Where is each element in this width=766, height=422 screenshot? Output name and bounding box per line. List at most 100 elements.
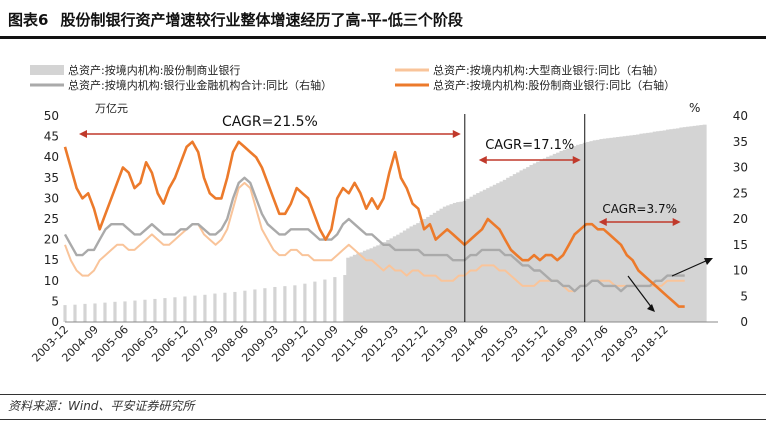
- bar: [293, 285, 297, 322]
- right-tick-label: 40: [733, 109, 748, 123]
- chart-area: 总资产:按境内机构:股份制商业银行 总资产:按境内机构:大型商业银行:同比（右轴）…: [29, 63, 748, 365]
- bar: [429, 214, 434, 322]
- arrow-head-right: [452, 130, 461, 138]
- bar: [333, 277, 337, 322]
- bar: [263, 288, 267, 322]
- bar: [659, 130, 664, 322]
- cagr-label: CAGR=17.1%: [485, 138, 574, 153]
- bar: [589, 141, 594, 322]
- bar: [183, 296, 187, 322]
- bar: [449, 204, 454, 322]
- bar: [569, 147, 574, 322]
- left-axis-unit: 万亿元: [95, 102, 128, 115]
- arrow-head-left: [598, 218, 607, 226]
- bar: [512, 174, 517, 322]
- bar: [549, 155, 554, 322]
- right-tick-label: 15: [733, 238, 748, 252]
- bar: [352, 254, 357, 322]
- series-line-orange: [63, 140, 685, 308]
- legend-label: 总资产:按境内机构:股份制商业银行:同比（右轴）: [433, 78, 675, 92]
- legend-label: 总资产:按境内机构:大型商业银行:同比（右轴）: [433, 63, 664, 77]
- bar: [669, 129, 674, 322]
- bar: [213, 293, 217, 322]
- bar: [439, 208, 444, 322]
- bar: [123, 301, 127, 322]
- footer-rule: [0, 394, 766, 395]
- bar: [642, 133, 647, 322]
- bar: [366, 249, 371, 322]
- bar: [629, 135, 634, 322]
- bar: [476, 193, 481, 322]
- bar: [619, 136, 624, 322]
- bar: [133, 300, 137, 322]
- bar: [426, 216, 431, 322]
- bar: [362, 250, 367, 322]
- bar: [419, 221, 424, 322]
- bar: [409, 226, 414, 322]
- bar: [346, 257, 351, 322]
- bar: [143, 299, 147, 322]
- bar: [542, 158, 547, 322]
- legend-swatch-bar: [30, 65, 64, 75]
- trend-arrow-up: [671, 259, 709, 277]
- bar: [283, 286, 287, 322]
- bar: [432, 212, 437, 322]
- bar: [93, 303, 97, 322]
- bar: [656, 131, 660, 322]
- bar: [349, 256, 354, 322]
- cagr-label: CAGR=21.5%: [222, 114, 318, 130]
- trend-arrow-down: [627, 275, 653, 309]
- bar: [233, 291, 237, 322]
- bar: [416, 223, 421, 322]
- figure-title: 图表6 股份制银行资产增速较行业整体增速经历了高-平-低三个阶段: [8, 9, 463, 30]
- right-tick-label: 0: [740, 315, 748, 329]
- bar: [382, 242, 387, 322]
- bar: [516, 172, 521, 322]
- bar: [469, 196, 474, 322]
- bar: [456, 202, 461, 322]
- bar: [616, 137, 621, 322]
- bar: [566, 148, 571, 322]
- arrow-head-right: [672, 218, 681, 226]
- bar: [422, 219, 427, 322]
- bar: [396, 234, 401, 322]
- right-tick-label: 30: [733, 161, 748, 175]
- bar: [313, 281, 317, 322]
- bar: [163, 298, 167, 322]
- cagr-label: CAGR=3.7%: [602, 202, 677, 216]
- bar: [689, 126, 694, 322]
- bar: [609, 137, 614, 322]
- bar: [389, 238, 394, 322]
- bar: [153, 298, 157, 322]
- bar: [479, 191, 484, 322]
- bar: [173, 297, 177, 322]
- bar: [546, 156, 551, 322]
- figure-title-text: 股份制银行资产增速较行业整体增速经历了高-平-低三个阶段: [60, 11, 463, 29]
- bar: [412, 224, 417, 322]
- bar: [113, 301, 117, 322]
- bar: [356, 253, 361, 322]
- bar: [472, 194, 477, 322]
- left-tick-label: 10: [44, 274, 59, 288]
- arrow-head-right: [572, 156, 581, 164]
- right-tick-label: 10: [733, 264, 748, 278]
- bar: [63, 305, 67, 322]
- bar: [203, 294, 207, 322]
- bar: [592, 140, 597, 322]
- bar: [83, 303, 87, 322]
- bar: [676, 128, 680, 322]
- bar: [632, 134, 637, 322]
- bar: [626, 135, 631, 322]
- bar: [692, 125, 697, 322]
- right-tick-label: 25: [733, 186, 748, 200]
- bar: [502, 179, 507, 322]
- bar: [386, 240, 391, 322]
- bar: [303, 283, 307, 322]
- bar: [343, 275, 347, 322]
- bar: [576, 144, 581, 322]
- trend-arrow-up-head: [704, 258, 713, 265]
- bar: [682, 127, 687, 323]
- bar: [686, 126, 690, 322]
- right-tick-label: 35: [733, 135, 748, 149]
- bar: [646, 132, 651, 322]
